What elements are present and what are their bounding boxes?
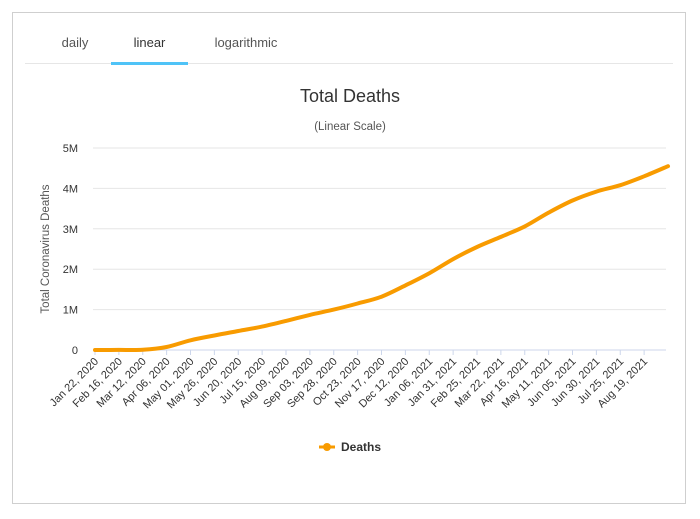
tab-daily[interactable]: daily: [45, 13, 105, 63]
y-tick-label: 0: [72, 345, 78, 357]
tab-linear-label: linear: [133, 35, 166, 50]
deaths-line-chart: Total Deaths (Linear Scale) Total Corona…: [40, 86, 670, 454]
deaths-series-line[interactable]: [93, 164, 670, 353]
tab-logarithmic-label: logarithmic: [214, 35, 278, 50]
legend[interactable]: Deaths: [319, 440, 381, 454]
series-layer: [93, 164, 670, 353]
legend-item-deaths[interactable]: Deaths: [341, 440, 381, 454]
y-tick-label: 5M: [63, 143, 78, 155]
tab-logarithmic[interactable]: logarithmic: [201, 13, 291, 63]
chart-subtitle: (Linear Scale): [314, 121, 386, 133]
active-tab-indicator: [111, 62, 188, 65]
y-axis-label: Total Coronavirus Deaths: [40, 184, 52, 313]
y-tick-label: 2M: [63, 264, 78, 276]
y-tick-label: 1M: [63, 305, 78, 317]
scale-tabs: daily linear logarithmic: [25, 13, 673, 65]
tab-linear[interactable]: linear: [111, 13, 188, 65]
tab-daily-label: daily: [61, 35, 89, 50]
gridlines: [93, 147, 666, 351]
y-tick-label: 3M: [63, 224, 78, 236]
chart-title: Total Deaths: [300, 86, 400, 106]
chart-panel: daily linear logarithmic Total Deaths (L…: [12, 12, 686, 504]
y-tick-label: 4M: [63, 183, 78, 195]
y-axis-ticks: 0 1M 2M 3M 4M 5M: [63, 143, 78, 357]
legend-marker-swatch: [323, 443, 331, 451]
